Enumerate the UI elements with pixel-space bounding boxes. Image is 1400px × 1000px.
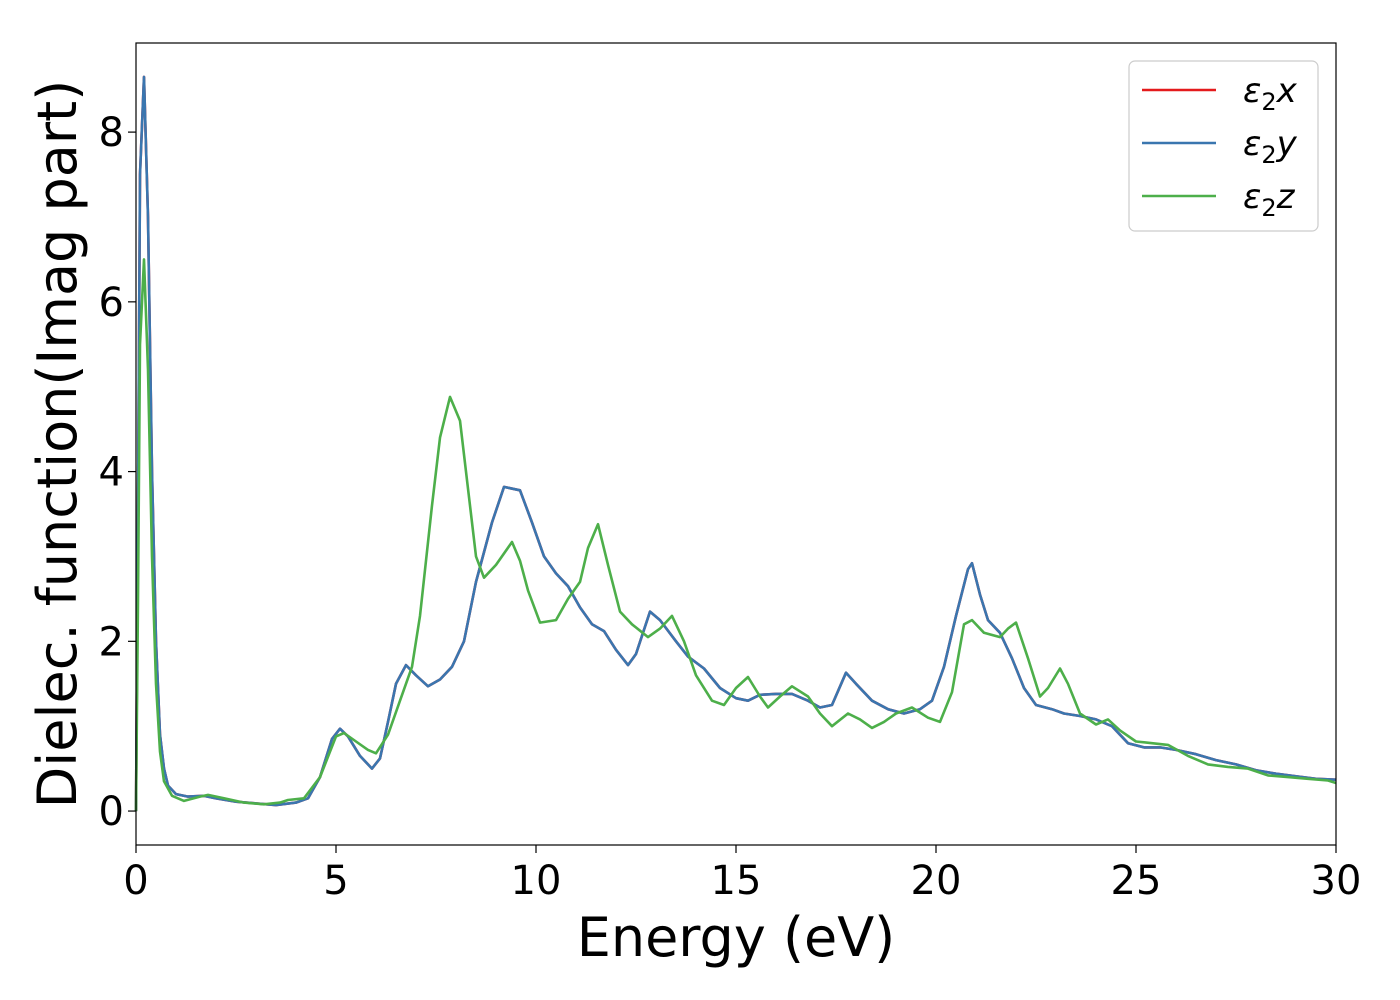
x-tick-label: 0 (123, 858, 148, 904)
y-tick-label: 8 (99, 110, 124, 156)
legend-label-base: ε (1243, 71, 1261, 111)
y-tick-label: 6 (99, 280, 124, 326)
x-tick-label: 25 (1111, 858, 1162, 904)
legend-label-base: ε (1243, 177, 1261, 217)
y-axis-label: Dielec. function(Imag part) (26, 80, 89, 809)
y-tick-label: 2 (99, 619, 124, 665)
legend-label-subscript: 2 (1261, 194, 1276, 222)
x-tick-label: 5 (323, 858, 348, 904)
legend-label-2: ε2z (1243, 177, 1296, 222)
legend-box (1128, 60, 1319, 232)
y-tick-label: 4 (99, 450, 124, 496)
x-tick-label: 30 (1311, 858, 1362, 904)
x-axis-label: Energy (eV) (577, 906, 896, 969)
x-tick-label: 10 (511, 858, 562, 904)
x-tick-label: 15 (711, 858, 762, 904)
y-axis: 0 2 4 6 8 (99, 110, 136, 835)
y-tick-label: 0 (99, 789, 124, 835)
legend-label-subscript: 2 (1261, 88, 1276, 116)
legend-label-0: ε2x (1243, 71, 1298, 116)
series-line-2 (134, 258, 1337, 812)
x-tick-label: 20 (911, 858, 962, 904)
legend-label-base: ε (1243, 124, 1261, 164)
legend-label-1: ε2y (1243, 124, 1298, 169)
x-axis: 0 5 10 15 20 25 30 (123, 845, 1361, 904)
legend-label-tail: y (1276, 124, 1298, 164)
legend-label-tail: z (1276, 177, 1296, 217)
legend-label-tail: x (1276, 71, 1298, 111)
series-layer (134, 75, 1337, 812)
legend-label-subscript: 2 (1261, 141, 1276, 169)
